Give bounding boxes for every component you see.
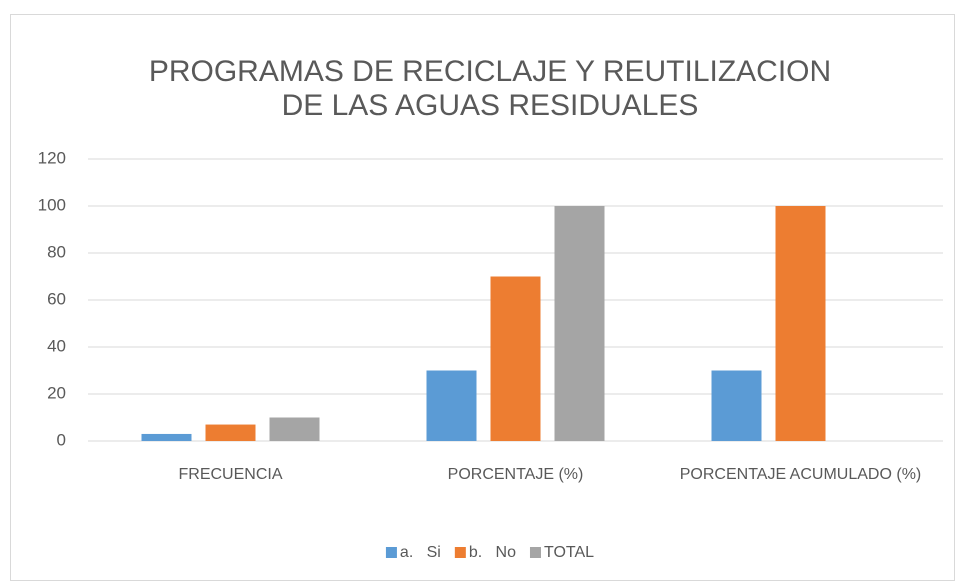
bar bbox=[711, 370, 762, 441]
bar bbox=[205, 424, 256, 441]
bar bbox=[141, 433, 192, 441]
chart-title: PROGRAMAS DE RECICLAJE Y REUTILIZACION DE… bbox=[149, 55, 831, 122]
legend-swatch bbox=[529, 547, 541, 558]
y-tick-label: 20 bbox=[47, 383, 66, 402]
bar bbox=[490, 276, 541, 441]
legend-swatch bbox=[454, 547, 466, 558]
y-tick-label: 80 bbox=[47, 242, 66, 261]
y-tick-label: 60 bbox=[47, 289, 66, 308]
bar bbox=[554, 206, 605, 441]
legend: a. Si b. No TOTAL bbox=[385, 544, 594, 561]
legend-label: TOTAL bbox=[544, 544, 594, 561]
x-tick-label: PORCENTAJE (%) bbox=[448, 466, 584, 483]
legend-label: b. No bbox=[469, 544, 516, 561]
bar bbox=[775, 206, 826, 441]
y-tick-label: 100 bbox=[38, 195, 66, 214]
y-tick-label: 0 bbox=[57, 430, 66, 449]
y-tick-label: 40 bbox=[47, 336, 66, 355]
x-tick-label: PORCENTAJE ACUMULADO (%) bbox=[680, 466, 922, 483]
legend-swatch bbox=[385, 547, 397, 558]
bar bbox=[269, 417, 320, 441]
legend-label: a. Si bbox=[400, 544, 441, 561]
y-tick-label: 120 bbox=[38, 148, 66, 167]
x-tick-label: FRECUENCIA bbox=[178, 466, 282, 483]
bar bbox=[426, 370, 477, 441]
